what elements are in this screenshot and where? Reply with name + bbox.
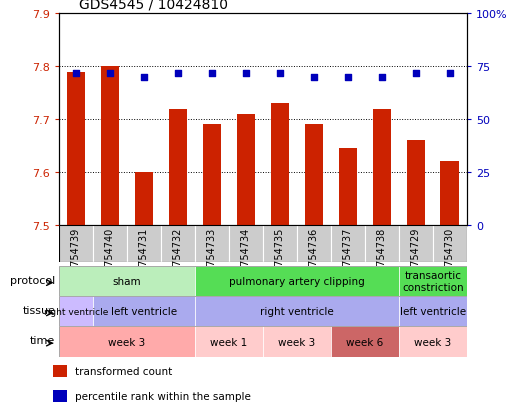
Bar <box>297 225 331 262</box>
Text: time: time <box>30 335 55 345</box>
Point <box>174 70 182 77</box>
Bar <box>399 297 467 327</box>
Text: week 1: week 1 <box>210 337 248 347</box>
Bar <box>339 149 357 225</box>
Bar <box>399 225 433 262</box>
Text: left ventricle: left ventricle <box>111 306 177 317</box>
Text: GSM754736: GSM754736 <box>309 227 319 286</box>
Text: week 6: week 6 <box>346 337 384 347</box>
Bar <box>399 266 467 297</box>
Text: protocol: protocol <box>10 275 55 285</box>
Text: GSM754738: GSM754738 <box>377 227 387 286</box>
Bar <box>195 225 229 262</box>
Bar <box>441 162 459 225</box>
Text: GSM754739: GSM754739 <box>71 227 81 286</box>
Text: GSM754735: GSM754735 <box>275 227 285 286</box>
Text: week 3: week 3 <box>108 337 146 347</box>
Bar <box>195 266 399 297</box>
Text: GSM754731: GSM754731 <box>139 227 149 286</box>
Point <box>276 70 284 77</box>
Bar <box>53 389 67 402</box>
Text: right ventricle: right ventricle <box>44 307 108 316</box>
Bar <box>53 365 67 377</box>
Point <box>106 70 114 77</box>
Point <box>446 70 454 77</box>
Text: right ventricle: right ventricle <box>260 306 334 317</box>
Text: tissue: tissue <box>22 305 55 315</box>
Text: GSM754734: GSM754734 <box>241 227 251 286</box>
Text: week 3: week 3 <box>414 337 451 347</box>
Text: GSM754730: GSM754730 <box>445 227 455 286</box>
Text: GSM754740: GSM754740 <box>105 227 115 286</box>
Bar <box>134 172 153 225</box>
Bar <box>331 225 365 262</box>
Bar <box>229 225 263 262</box>
Bar <box>372 109 391 225</box>
Bar <box>203 125 221 225</box>
Bar <box>236 114 255 225</box>
Bar <box>195 297 399 327</box>
Bar <box>59 327 195 357</box>
Bar <box>365 225 399 262</box>
Bar <box>59 266 195 297</box>
Bar <box>59 225 93 262</box>
Text: sham: sham <box>113 276 141 287</box>
Bar <box>127 225 161 262</box>
Bar <box>59 297 93 327</box>
Bar <box>263 225 297 262</box>
Text: GDS4545 / 10424810: GDS4545 / 10424810 <box>80 0 228 12</box>
Point <box>242 70 250 77</box>
Point <box>208 70 216 77</box>
Bar <box>331 327 399 357</box>
Bar <box>399 327 467 357</box>
Point <box>310 74 318 81</box>
Bar <box>195 327 263 357</box>
Bar <box>169 109 187 225</box>
Bar <box>305 125 323 225</box>
Bar <box>433 225 467 262</box>
Bar <box>101 67 120 225</box>
Bar <box>93 297 195 327</box>
Text: transformed count: transformed count <box>75 366 172 376</box>
Point <box>412 70 420 77</box>
Text: percentile rank within the sample: percentile rank within the sample <box>75 391 251 401</box>
Text: GSM754732: GSM754732 <box>173 227 183 286</box>
Point <box>140 74 148 81</box>
Bar <box>406 141 425 225</box>
Text: GSM754733: GSM754733 <box>207 227 217 286</box>
Text: transaortic
constriction: transaortic constriction <box>402 271 464 292</box>
Point <box>344 74 352 81</box>
Point <box>72 70 80 77</box>
Bar <box>93 225 127 262</box>
Text: week 3: week 3 <box>278 337 315 347</box>
Bar <box>67 72 85 225</box>
Bar <box>263 327 331 357</box>
Text: GSM754729: GSM754729 <box>411 227 421 286</box>
Bar <box>270 104 289 225</box>
Bar <box>161 225 195 262</box>
Text: GSM754737: GSM754737 <box>343 227 353 286</box>
Text: pulmonary artery clipping: pulmonary artery clipping <box>229 276 365 287</box>
Point <box>378 74 386 81</box>
Text: left ventricle: left ventricle <box>400 306 466 317</box>
